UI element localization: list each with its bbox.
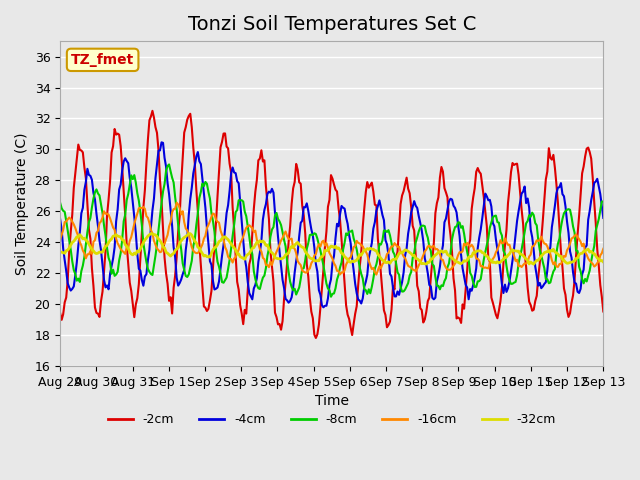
-8cm xyxy=(123,197,131,203)
-8cm xyxy=(296,285,303,290)
-32cm xyxy=(238,254,246,260)
Text: TZ_fmet: TZ_fmet xyxy=(71,53,134,67)
-32cm xyxy=(220,234,227,240)
-32cm xyxy=(247,248,255,254)
-16cm xyxy=(247,224,255,229)
-4cm xyxy=(572,281,580,287)
-8cm xyxy=(247,245,255,251)
-4cm xyxy=(296,233,303,239)
-8cm xyxy=(56,200,64,206)
-16cm xyxy=(123,244,131,250)
-32cm xyxy=(572,255,580,261)
-16cm xyxy=(372,272,380,277)
-8cm xyxy=(327,294,335,300)
-4cm xyxy=(600,215,607,221)
-4cm xyxy=(157,140,165,145)
-32cm xyxy=(296,241,303,247)
-32cm xyxy=(123,243,131,249)
X-axis label: Time: Time xyxy=(315,394,349,408)
-2cm xyxy=(600,309,607,314)
Legend: -2cm, -4cm, -8cm, -16cm, -32cm: -2cm, -4cm, -8cm, -16cm, -32cm xyxy=(102,408,561,431)
-16cm xyxy=(600,246,607,252)
-32cm xyxy=(147,230,155,236)
-8cm xyxy=(600,199,607,204)
-4cm xyxy=(220,242,227,248)
Line: -2cm: -2cm xyxy=(60,111,604,338)
-2cm xyxy=(238,311,246,317)
-2cm xyxy=(148,108,156,114)
Line: -8cm: -8cm xyxy=(60,165,604,297)
-32cm xyxy=(530,261,538,267)
-16cm xyxy=(296,261,303,266)
-2cm xyxy=(123,242,131,248)
-32cm xyxy=(600,259,607,265)
-2cm xyxy=(247,255,255,261)
-32cm xyxy=(56,249,64,255)
-4cm xyxy=(247,293,255,299)
Y-axis label: Soil Temperature (C): Soil Temperature (C) xyxy=(15,132,29,275)
-8cm xyxy=(165,162,173,168)
-8cm xyxy=(220,280,227,286)
Title: Tonzi Soil Temperatures Set C: Tonzi Soil Temperatures Set C xyxy=(188,15,476,34)
Line: -32cm: -32cm xyxy=(60,233,604,264)
-8cm xyxy=(238,197,246,203)
-4cm xyxy=(56,216,64,222)
-2cm xyxy=(312,335,320,341)
-16cm xyxy=(220,236,227,242)
-4cm xyxy=(319,304,327,310)
-4cm xyxy=(238,219,246,225)
-16cm xyxy=(572,231,580,237)
-16cm xyxy=(238,238,246,243)
-2cm xyxy=(572,253,580,259)
-16cm xyxy=(173,200,180,205)
-16cm xyxy=(56,237,64,242)
-8cm xyxy=(572,248,580,253)
-2cm xyxy=(220,131,227,136)
Line: -16cm: -16cm xyxy=(60,203,604,275)
-2cm xyxy=(296,180,303,185)
-4cm xyxy=(123,158,131,164)
Line: -4cm: -4cm xyxy=(60,143,604,307)
-2cm xyxy=(56,310,64,316)
